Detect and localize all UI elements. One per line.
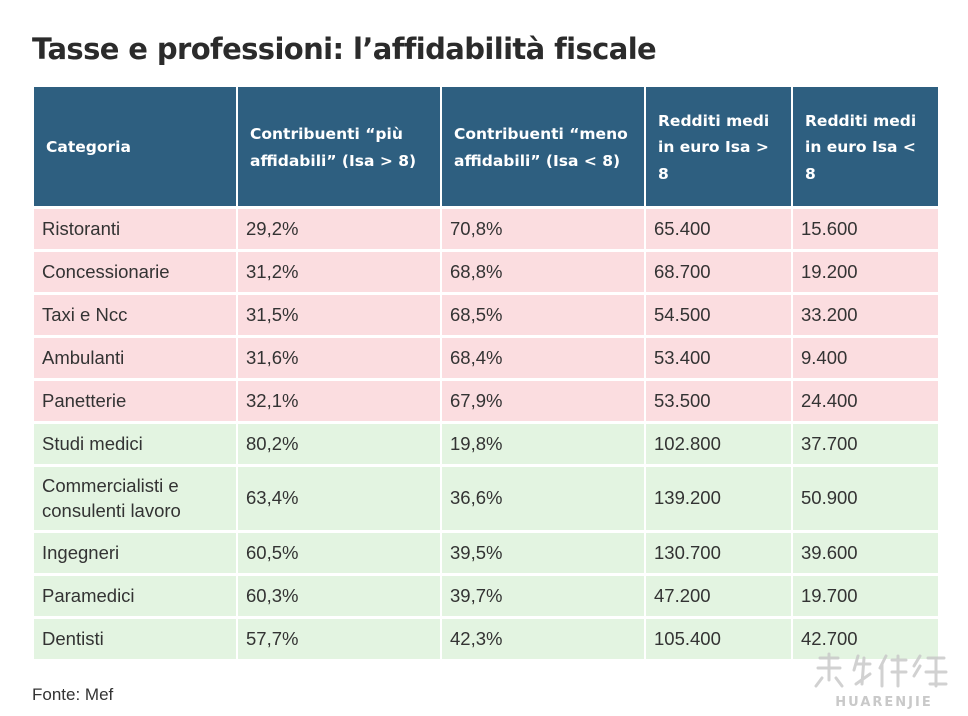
cell-piu-affidabili: 57,7% [238,619,440,659]
cell-piu-affidabili: 31,2% [238,252,440,292]
cell-piu-affidabili: 60,3% [238,576,440,616]
column-header-categoria: Categoria [34,87,236,206]
cell-meno-affidabili: 67,9% [442,381,644,421]
cell-redditi-isa-basso: 9.400 [793,338,938,378]
cell-categoria: Ambulanti [34,338,236,378]
cell-categoria: Paramedici [34,576,236,616]
column-header-meno-affidabili: Contribuenti “meno affidabili” (Isa < 8) [442,87,644,206]
cell-redditi-isa-alto: 130.700 [646,533,791,573]
table-header-row: Categoria Contribuenti “più affidabili” … [34,87,938,206]
cell-redditi-isa-basso: 33.200 [793,295,938,335]
source-note: Fonte: Mef [32,685,114,704]
huarenjie-watermark: HUARENJIE [814,652,948,710]
cell-redditi-isa-basso: 19.700 [793,576,938,616]
cell-piu-affidabili: 80,2% [238,424,440,464]
cell-redditi-isa-alto: 47.200 [646,576,791,616]
cell-redditi-isa-alto: 53.500 [646,381,791,421]
cell-piu-affidabili: 60,5% [238,533,440,573]
cell-categoria: Ristoranti [34,209,236,249]
cell-piu-affidabili: 29,2% [238,209,440,249]
table-row: Taxi e Ncc 31,5% 68,5% 54.500 33.200 [34,295,938,335]
cell-categoria: Concessionarie [34,252,236,292]
cell-categoria: Dentisti [34,619,236,659]
cell-redditi-isa-basso: 19.200 [793,252,938,292]
cell-meno-affidabili: 42,3% [442,619,644,659]
cell-meno-affidabili: 70,8% [442,209,644,249]
cell-meno-affidabili: 36,6% [442,467,644,530]
cell-piu-affidabili: 32,1% [238,381,440,421]
cell-categoria: Taxi e Ncc [34,295,236,335]
cell-categoria: Ingegneri [34,533,236,573]
table-body: Ristoranti 29,2% 70,8% 65.400 15.600 Concessi… [34,209,938,659]
table-row: Commercialisti e consulenti lavoro 63,4% 3… [34,467,938,530]
cell-redditi-isa-basso: 39.600 [793,533,938,573]
cell-redditi-isa-alto: 68.700 [646,252,791,292]
cell-redditi-isa-alto: 139.200 [646,467,791,530]
watermark-text: HUARENJIE [835,695,932,710]
cell-redditi-isa-alto: 65.400 [646,209,791,249]
cell-redditi-isa-basso: 15.600 [793,209,938,249]
chart-title: Tasse e professioni: l’affidabilità fisc… [32,32,657,66]
data-table: Categoria Contribuenti “più affidabili” … [32,84,940,662]
cell-categoria: Studi medici [34,424,236,464]
table-row: Paramedici 60,3% 39,7% 47.200 19.700 [34,576,938,616]
cell-meno-affidabili: 19,8% [442,424,644,464]
cell-meno-affidabili: 68,5% [442,295,644,335]
table-row: Ingegneri 60,5% 39,5% 130.700 39.600 [34,533,938,573]
cell-redditi-isa-basso: 50.900 [793,467,938,530]
column-header-redditi-isa-alto: Redditi medi in euro Isa > 8 [646,87,791,206]
column-header-redditi-isa-basso: Redditi medi in euro Isa < 8 [793,87,938,206]
table-row: Concessionarie 31,2% 68,8% 68.700 19.200 [34,252,938,292]
cell-categoria: Commercialisti e consulenti lavoro [34,467,236,530]
cell-redditi-isa-basso: 24.400 [793,381,938,421]
cell-redditi-isa-alto: 53.400 [646,338,791,378]
cell-redditi-isa-basso: 42.700 [793,619,938,659]
cell-categoria: Panetterie [34,381,236,421]
cell-piu-affidabili: 31,5% [238,295,440,335]
cell-redditi-isa-basso: 37.700 [793,424,938,464]
cell-meno-affidabili: 39,5% [442,533,644,573]
column-header-piu-affidabili: Contribuenti “più affidabili” (Isa > 8) [238,87,440,206]
cell-meno-affidabili: 68,4% [442,338,644,378]
cell-meno-affidabili: 68,8% [442,252,644,292]
cell-meno-affidabili: 39,7% [442,576,644,616]
table-row: Studi medici 80,2% 19,8% 102.800 37.700 [34,424,938,464]
cell-piu-affidabili: 31,6% [238,338,440,378]
table-row: Ristoranti 29,2% 70,8% 65.400 15.600 [34,209,938,249]
cell-piu-affidabili: 63,4% [238,467,440,530]
table-row: Ambulanti 31,6% 68,4% 53.400 9.400 [34,338,938,378]
cell-redditi-isa-alto: 102.800 [646,424,791,464]
cell-redditi-isa-alto: 54.500 [646,295,791,335]
table-row: Dentisti 57,7% 42,3% 105.400 42.700 [34,619,938,659]
table-row: Panetterie 32,1% 67,9% 53.500 24.400 [34,381,938,421]
cell-redditi-isa-alto: 105.400 [646,619,791,659]
